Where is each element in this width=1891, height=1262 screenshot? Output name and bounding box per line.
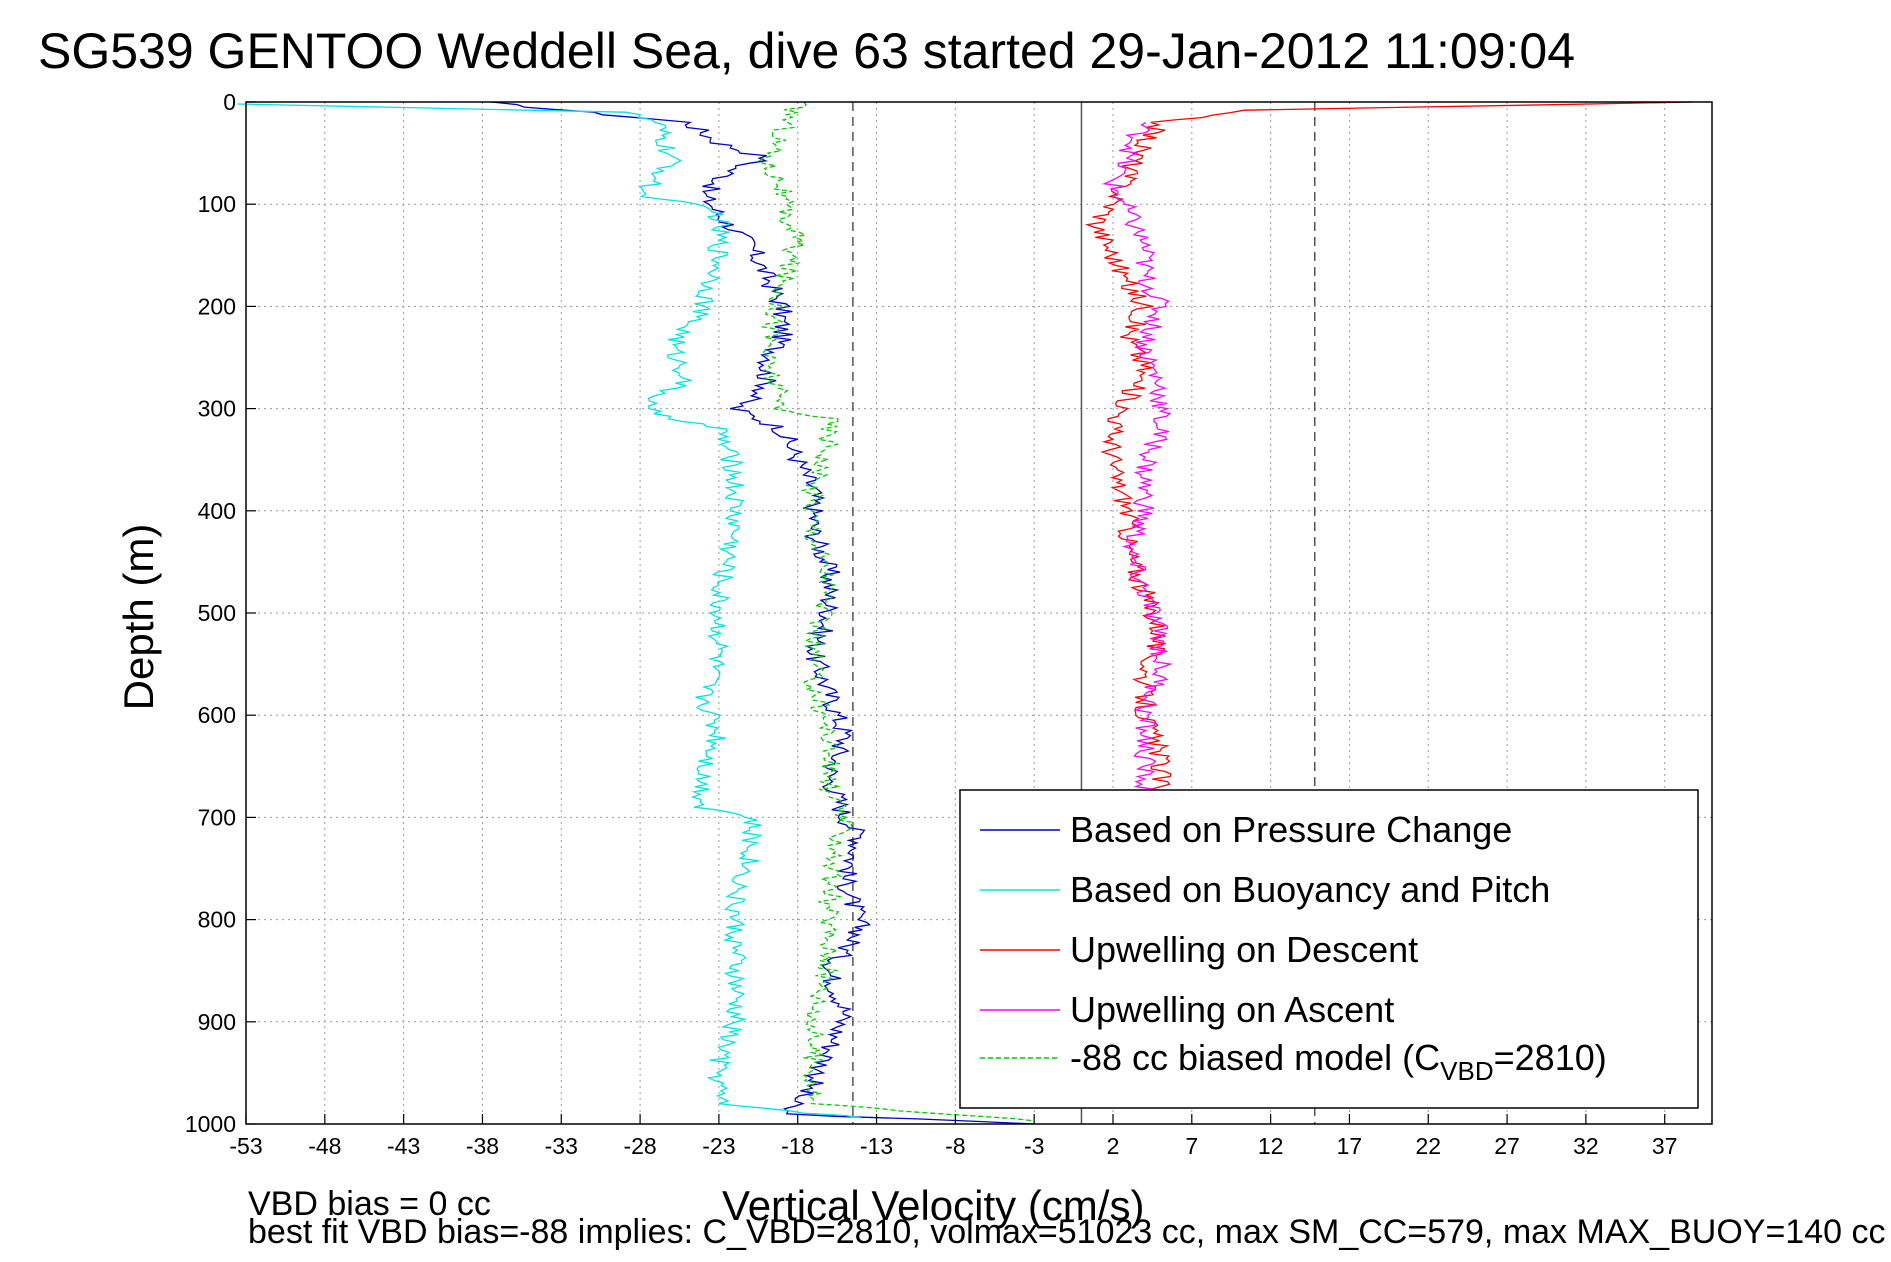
x-axis-ticks: -53 -48 -43 -38 -33 -28 -23 -18 -13 -8 -3 2 7 12 17 22 2… — [229, 1114, 1678, 1159]
legend-label-tail: =2810) — [1494, 1037, 1607, 1078]
x-tick-label: -38 — [466, 1133, 499, 1159]
series-line — [757, 101, 1035, 1122]
x-tick-label: -3 — [1024, 1133, 1044, 1159]
y-tick-label: 900 — [198, 1009, 236, 1035]
y-tick-label: 800 — [198, 907, 236, 933]
legend-label-text: Upwelling on Ascent — [1070, 989, 1394, 1030]
x-tick-label: 22 — [1415, 1133, 1441, 1159]
best-fit-note: best fit VBD bias=-88 implies: C_VBD=281… — [248, 1213, 1885, 1251]
x-tick-label: -23 — [702, 1133, 735, 1159]
x-tick-label: 27 — [1494, 1133, 1520, 1159]
x-tick-label: 2 — [1107, 1133, 1120, 1159]
x-tick-label: -48 — [308, 1133, 341, 1159]
series-line — [490, 101, 1035, 1125]
legend-label: Upwelling on Ascent — [1070, 989, 1394, 1030]
legend-label-text: -88 cc biased model (C — [1070, 1037, 1440, 1078]
x-tick-label: 32 — [1573, 1133, 1599, 1159]
y-tick-label: 300 — [198, 396, 236, 422]
legend-label-subscript: VBD — [1440, 1056, 1493, 1086]
x-tick-label: -18 — [781, 1133, 814, 1159]
x-tick-label: -8 — [945, 1133, 965, 1159]
y-tick-label: 400 — [198, 498, 236, 524]
legend-label-text: Upwelling on Descent — [1070, 929, 1418, 970]
y-axis-label: Depth (m) — [115, 524, 162, 711]
legend-label: -88 cc biased model (CVBD=2810) — [1070, 1037, 1607, 1086]
x-tick-label: 37 — [1652, 1133, 1678, 1159]
y-tick-label: 500 — [198, 600, 236, 626]
x-tick-label: -28 — [623, 1133, 656, 1159]
x-axis-label: Vertical Velocity (cm/s) — [722, 1182, 1144, 1229]
y-tick-label: 100 — [198, 191, 236, 217]
legend-label: Based on Buoyancy and Pitch — [1070, 869, 1550, 910]
legend-label-text: Based on Buoyancy and Pitch — [1070, 869, 1550, 910]
x-tick-label: -53 — [229, 1133, 262, 1159]
x-tick-label: -33 — [545, 1133, 578, 1159]
legend-box — [959, 789, 1699, 1109]
y-tick-label: 1000 — [185, 1111, 236, 1137]
y-tick-label: 200 — [198, 293, 236, 319]
y-tick-label: 0 — [223, 89, 236, 115]
x-tick-label: 12 — [1258, 1133, 1284, 1159]
legend-label: Based on Pressure Change — [1070, 809, 1512, 850]
y-tick-label: 600 — [198, 702, 236, 728]
series-line — [1084, 101, 1693, 798]
legend: Based on Pressure Change Based on Buoyanc… — [959, 789, 1699, 1109]
vbd-bias-note: VBD bias = 0 cc — [248, 1185, 491, 1223]
x-tick-label: 17 — [1337, 1133, 1363, 1159]
data-series — [237, 101, 1693, 1125]
x-tick-label: -13 — [860, 1133, 893, 1159]
x-tick-label: -43 — [387, 1133, 420, 1159]
chart-title: SG539 GENTOO Weddell Sea, dive 63 starte… — [38, 23, 1575, 79]
series-line — [237, 103, 861, 1119]
legend-label-text: Based on Pressure Change — [1070, 809, 1512, 850]
series-line — [1101, 121, 1173, 798]
legend-label: Upwelling on Descent — [1070, 929, 1418, 970]
y-axis-ticks: 0 100 200 300 400 500 600 700 800 900 1000 — [185, 89, 256, 1137]
x-tick-label: 7 — [1185, 1133, 1198, 1159]
y-tick-label: 700 — [198, 804, 236, 830]
